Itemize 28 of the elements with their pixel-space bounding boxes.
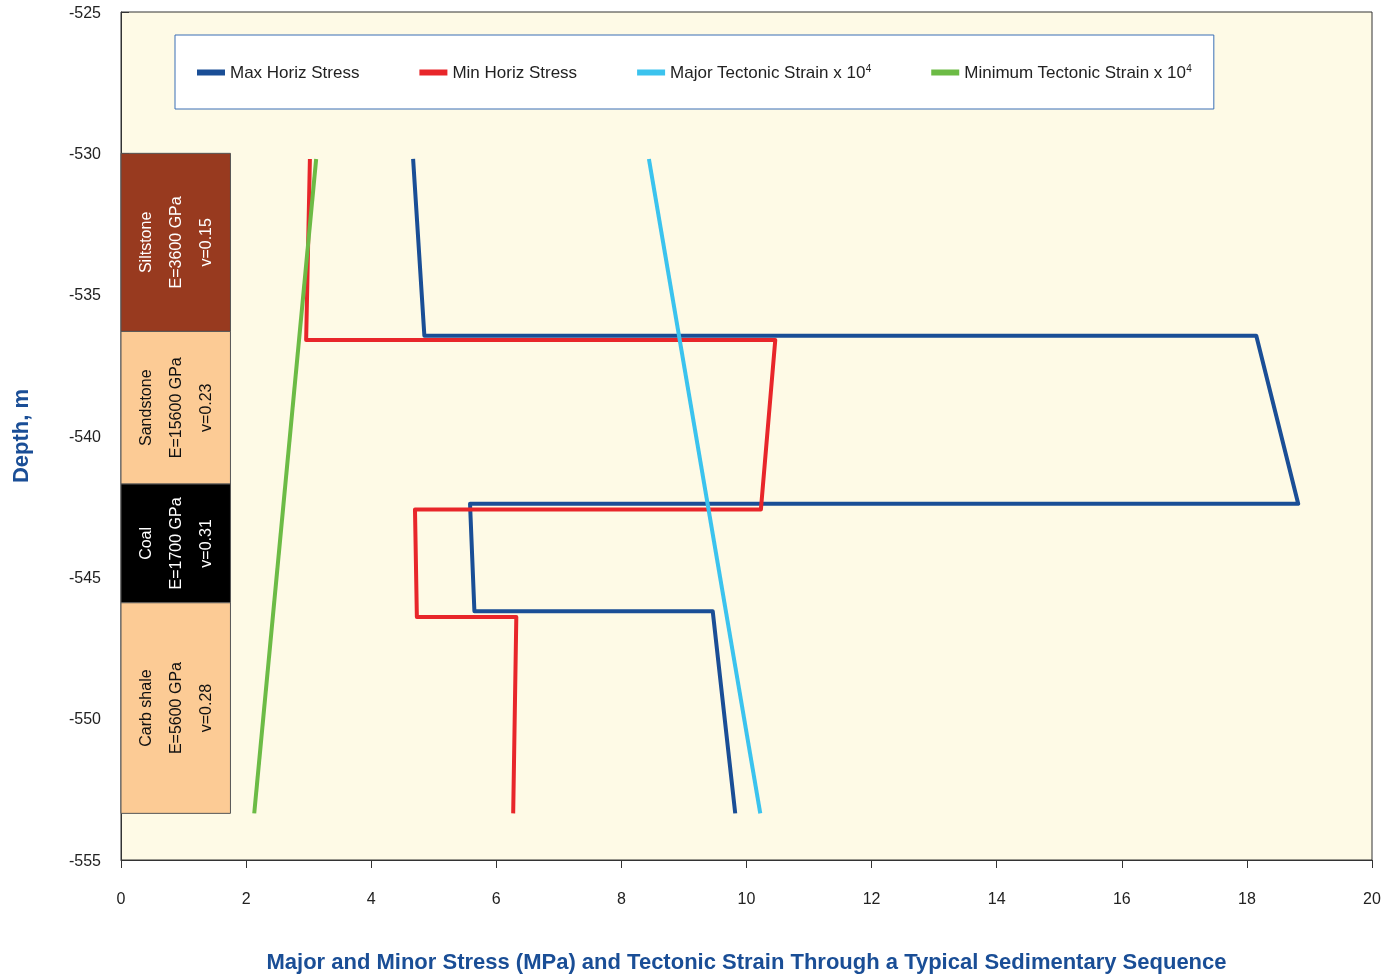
line-series [304, 156, 778, 816]
y-tick-label: -525 [68, 3, 102, 21]
y-tick-label: -555 [68, 851, 102, 869]
y-axis-title: Depth, m [7, 388, 33, 484]
y-tick-label: -535 [68, 286, 102, 304]
band-label: Carb shale E=5600 GPa v=0.28 [137, 661, 215, 755]
band-label: Siltstone E=3600 GPa v=0.15 [137, 196, 215, 289]
x-tick-label: 12 [862, 889, 881, 907]
legend-label: Max Horiz Stress [230, 63, 360, 82]
x-tick-label: 4 [366, 889, 376, 907]
y-tick-label: -545 [68, 568, 102, 586]
line-series [411, 156, 1301, 816]
x-axis-title: Major and Minor Stress (MPa) and Tectonic Strain Through a Typical Sedimentary Sequence [266, 948, 1227, 974]
y-tick-label: -550 [68, 710, 102, 728]
x-tick-label: 6 [491, 889, 501, 907]
legend-label: Min Horiz Stress [452, 63, 578, 82]
band-label: Sandstone E=15600 GPa v=0.23 [137, 357, 215, 459]
x-tick-label: 18 [1238, 889, 1256, 907]
x-tick-label: 10 [737, 889, 756, 907]
x-tick-label: 16 [1112, 889, 1131, 907]
x-tick-label: 20 [1363, 889, 1381, 907]
y-tick-label: -530 [68, 144, 102, 162]
x-tick-label: 8 [616, 889, 626, 907]
x-tick-label: 0 [116, 889, 126, 907]
x-tick-label: 2 [241, 889, 251, 907]
y-tick-label: -540 [68, 427, 102, 445]
x-tick-label: 14 [987, 889, 1006, 907]
band-label: Coal E=1700 GPa v=0.31 [137, 497, 215, 590]
